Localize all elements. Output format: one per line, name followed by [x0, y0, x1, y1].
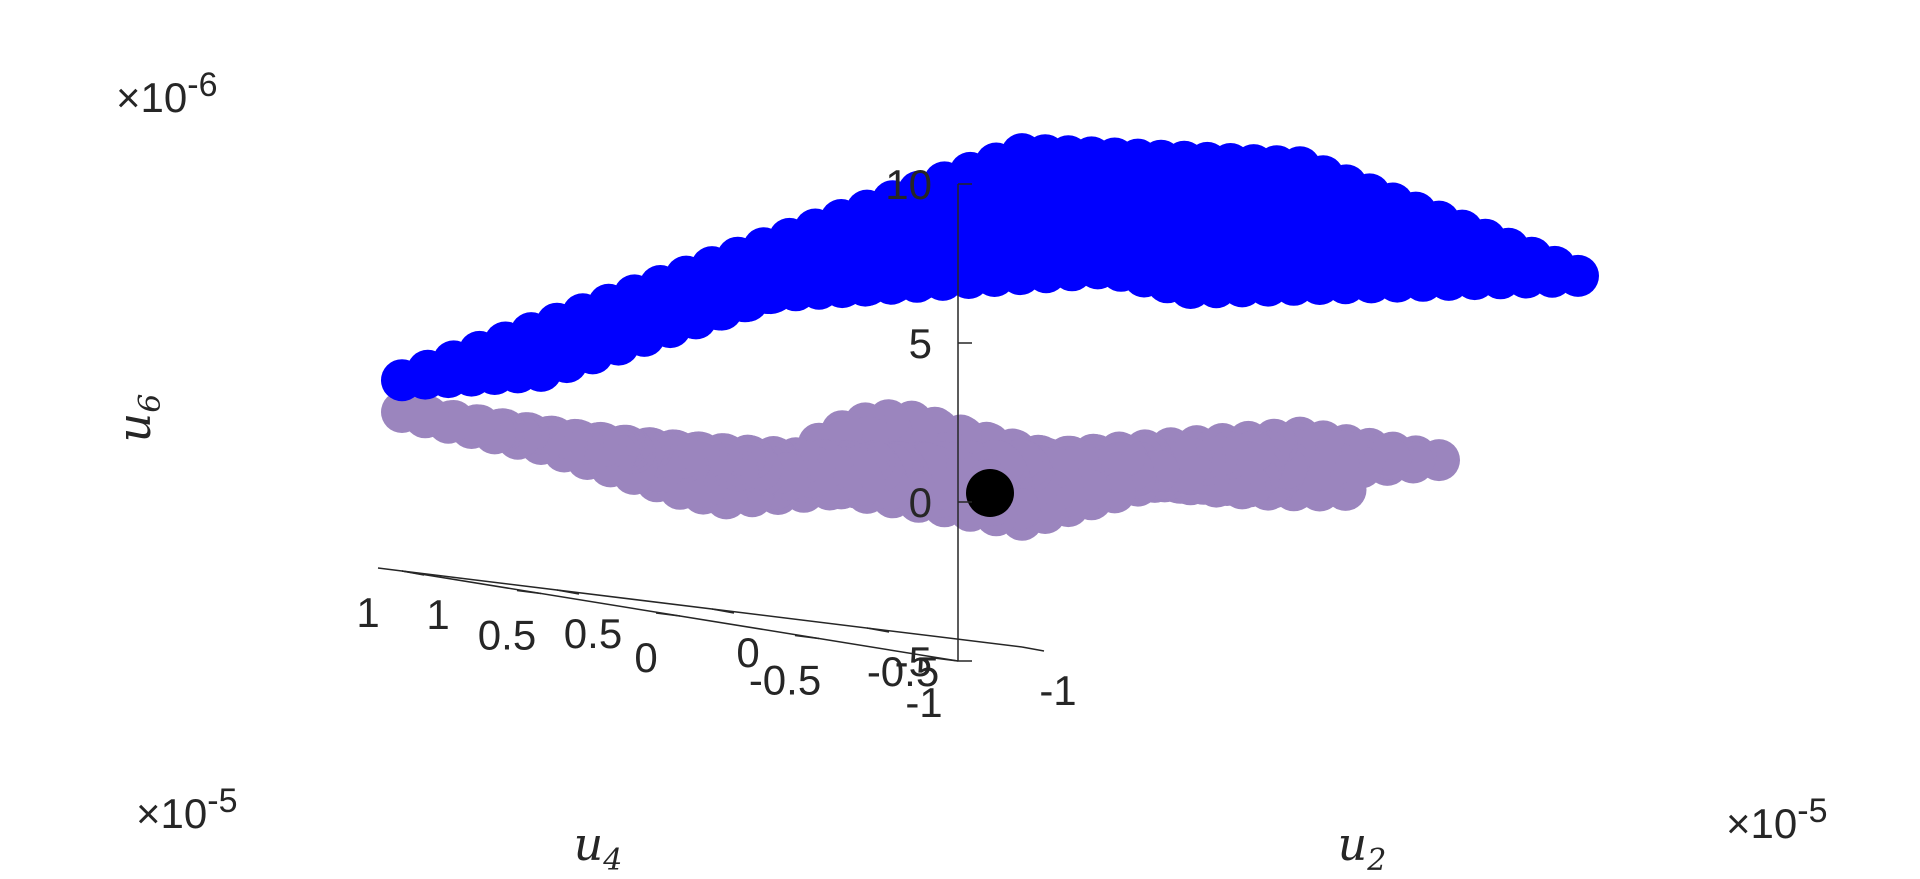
y-tick-label: -1	[905, 679, 942, 726]
z-tick-label: 0	[909, 479, 932, 526]
y-tick	[377, 567, 403, 572]
x-tick	[711, 608, 735, 614]
x-multiplier-label: ×10-5	[1726, 792, 1827, 847]
y-tick	[794, 634, 820, 640]
x-tick	[1021, 646, 1045, 652]
y-tick-label: 0	[634, 634, 657, 681]
point-cloud-layer	[381, 133, 1599, 541]
y-tick-label: -0.5	[749, 657, 821, 704]
purple-data-point	[381, 391, 423, 433]
y-axis-label: u4	[574, 817, 623, 878]
y-tick	[516, 589, 542, 595]
y-tick	[655, 612, 681, 617]
y-tick	[933, 657, 959, 662]
origin-data-point	[966, 469, 1014, 517]
z-axis-label: u6	[107, 394, 168, 443]
blue-data-point	[381, 359, 423, 402]
y-tick-label: 1	[356, 589, 379, 636]
x-tick-label: 0	[736, 629, 759, 676]
y-tick-label: 0.5	[478, 612, 536, 659]
z-tick-label: 10	[885, 161, 932, 208]
x-tick-label: 0.5	[564, 610, 622, 657]
x-tick	[866, 627, 890, 633]
y-multiplier-label: ×10-5	[136, 782, 237, 837]
x-axis-label: u2	[1338, 817, 1387, 878]
z-multiplier-label: ×10-6	[116, 66, 217, 121]
z-tick-label: -5	[895, 638, 932, 685]
x-tick	[401, 570, 425, 576]
x-tick	[556, 589, 580, 595]
z-tick-label: 5	[909, 320, 932, 367]
x-tick-label: -1	[1039, 667, 1076, 714]
x-tick-label: 1	[426, 591, 449, 638]
x-tick-label: -0.5	[867, 648, 939, 695]
